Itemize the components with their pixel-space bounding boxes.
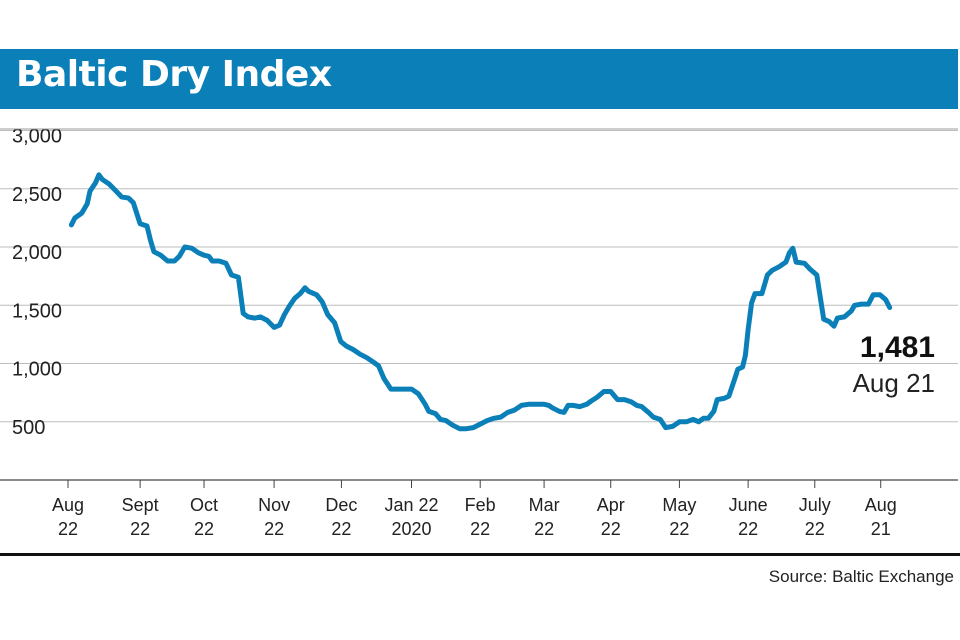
chart-title: Baltic Dry Index [16, 54, 332, 95]
x-tick-label: 22 [470, 519, 490, 539]
x-tick-label: 22 [601, 519, 621, 539]
x-tick-label: Mar [529, 495, 560, 515]
x-tick-label: Jan 22 [384, 495, 438, 515]
x-tick-label: Apr [597, 495, 625, 515]
x-tick-label: July [799, 495, 831, 515]
x-tick-label: Dec [325, 495, 357, 515]
x-tick-label: 22 [130, 519, 150, 539]
x-tick-label: 22 [534, 519, 554, 539]
title-banner: Baltic Dry Index [0, 49, 958, 109]
x-tick-label: Aug [52, 495, 84, 515]
y-tick-label: 500 [12, 417, 45, 439]
x-tick-label: 22 [194, 519, 214, 539]
last-value-label: 1,481 [860, 331, 935, 364]
y-tick-label: 2,500 [12, 184, 62, 206]
y-tick-label: 1,500 [12, 300, 62, 322]
x-tick-label: June [729, 495, 768, 515]
x-tick-label: Oct [190, 495, 218, 515]
x-tick-label: 22 [331, 519, 351, 539]
source-note: Source: Baltic Exchange [768, 567, 954, 586]
x-tick-label: Aug [865, 495, 897, 515]
x-tick-label: 22 [264, 519, 284, 539]
x-tick-label: Sept [122, 495, 159, 515]
y-tick-label: 2,000 [12, 242, 62, 264]
x-tick-label: 2020 [391, 519, 431, 539]
x-tick-label: Nov [258, 495, 290, 515]
x-tick-label: May [662, 495, 696, 515]
last-date-label: Aug 21 [853, 368, 935, 398]
x-tick-label: 22 [805, 519, 825, 539]
x-tick-label: Feb [465, 495, 496, 515]
x-tick-label: 22 [58, 519, 78, 539]
series-line [68, 172, 893, 432]
x-tick-label: 22 [738, 519, 758, 539]
x-tick-label: 22 [669, 519, 689, 539]
y-tick-label: 3,000 [12, 126, 62, 148]
y-tick-label: 1,000 [12, 359, 62, 381]
bottom-rule [0, 553, 960, 556]
x-tick-label: 21 [871, 519, 891, 539]
